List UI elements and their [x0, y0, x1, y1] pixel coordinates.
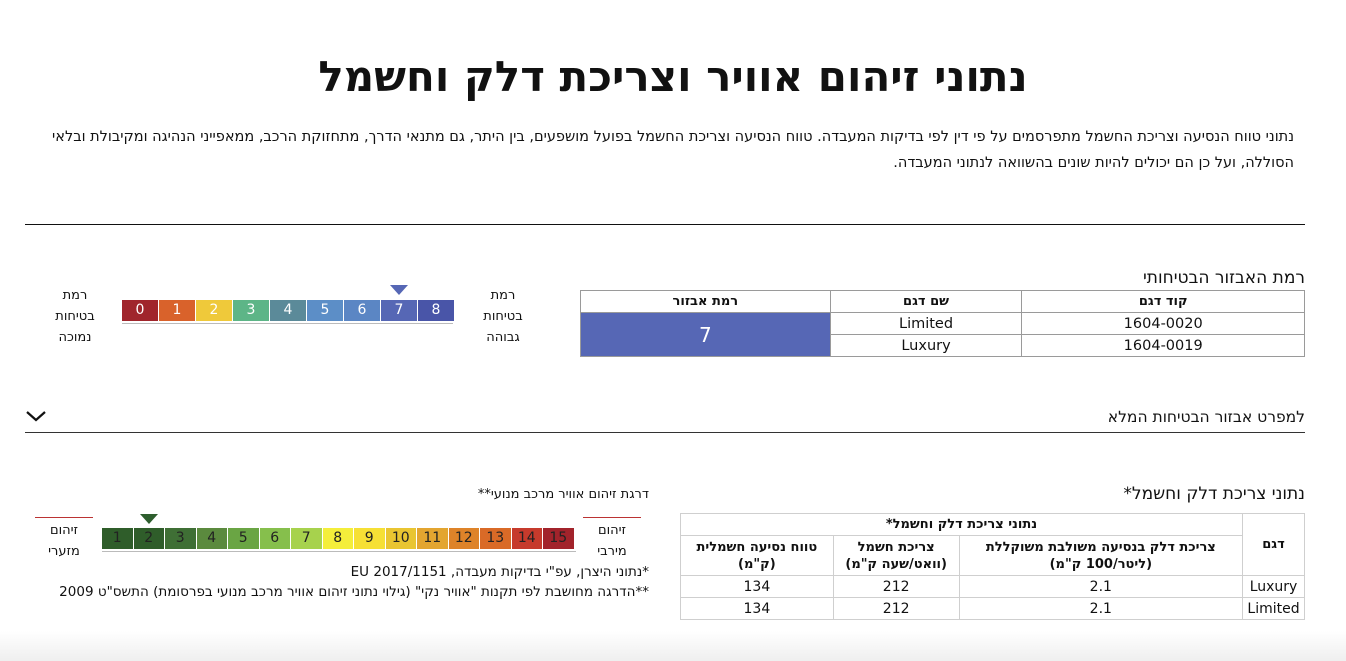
- footnote-manufacturer: *נתוני היצרן, עפ"י בדיקות מעבדה, EU 2017…: [350, 564, 649, 580]
- safety-scale-cell: 3: [233, 300, 269, 321]
- pollution-scale-cell: 14: [511, 528, 542, 549]
- model-code: 1604-0019: [1021, 334, 1305, 357]
- header-model-name: שם דגם: [829, 290, 1023, 313]
- model-name: Limited: [1242, 597, 1305, 620]
- fuel-heading: נתוני צריכת דלק וחשמל*: [1123, 484, 1305, 504]
- header-group: נתוני צריכת דלק וחשמל*: [679, 513, 1244, 536]
- safety-scale-cell: 6: [344, 300, 380, 321]
- header-electric-consumption: צריכת חשמל (וואט/שעה ק"מ): [832, 535, 960, 576]
- triangle-pointer-icon: [139, 514, 158, 524]
- low-safety-label: רמת בטיחות נמוכה: [55, 288, 95, 345]
- pollution-scale-cell: 8: [322, 528, 353, 549]
- pollution-scale-cell: 4: [196, 528, 227, 549]
- fuel-table: דגם נתוני צריכת דלק וחשמל* צריכת דלק בנס…: [679, 513, 1305, 620]
- fuel-consumption: 2.1: [958, 597, 1244, 620]
- safety-scale-cell: 2: [196, 300, 232, 321]
- triangle-pointer-icon: [390, 285, 408, 295]
- table-header-row: צריכת דלק בנסיעה משולבת משוקללת (ליטר/10…: [680, 535, 1305, 576]
- safety-details-toggle[interactable]: למפרט אבזור הבטיחות המלא: [25, 406, 1305, 433]
- electric-consumption: 212: [832, 575, 960, 598]
- pollution-scale-cell: 3: [165, 528, 196, 549]
- pollution-scale-cell: 10: [385, 528, 416, 549]
- pollution-scale-cell: 11: [417, 528, 448, 549]
- min-pollution-label: זיהום מזערי: [35, 517, 93, 562]
- safety-level-value: 7: [580, 312, 831, 357]
- pollution-scale: 1 2 3 4 5 6 7 8 9 10 11 12 13 14 15: [102, 528, 575, 549]
- electric-range: 134: [680, 597, 834, 620]
- max-pollution-label: זיהום מירבי: [583, 517, 641, 562]
- page-title: נתוני זיהום אוויר וצריכת דלק וחשמל: [318, 52, 1028, 101]
- high-safety-label: רמת בטיחות גבוהה: [483, 288, 523, 345]
- pollution-title: דרגת זיהום אוויר מרכב מנועי**: [477, 487, 649, 502]
- table-row: 1604-0020 Limited 7: [580, 312, 1305, 357]
- safety-table: קוד דגם שם דגם רמת אבזור 1604-0020 Limit…: [580, 290, 1305, 357]
- footnotes: *נתוני היצרן, עפ"י בדיקות מעבדה, EU 2017…: [29, 562, 649, 602]
- safety-scale-cell: 0: [122, 300, 158, 321]
- intro-text: נתוני טווח הנסיעה וצריכת החשמל מתפרסמים …: [52, 129, 1294, 171]
- model-code: 1604-0020: [1021, 312, 1305, 335]
- page-bottom-fade: [0, 631, 1346, 661]
- scale-baseline: [102, 551, 576, 552]
- header-model: דגם: [1242, 513, 1305, 576]
- pollution-scale-cell: 13: [480, 528, 511, 549]
- model-name: Limited: [829, 312, 1023, 335]
- header-fuel-consumption: צריכת דלק בנסיעה משולבת משוקללת (ליטר/10…: [958, 535, 1244, 576]
- fuel-consumption: 2.1: [958, 575, 1244, 598]
- section-divider: [25, 224, 1305, 225]
- header-electric-range: טווח נסיעה חשמלית (ק"מ): [680, 535, 834, 576]
- electric-range: 134: [680, 575, 834, 598]
- safety-heading: רמת האבזור הבטיחותי: [1142, 268, 1305, 288]
- header-safety-level: רמת אבזור: [580, 290, 831, 313]
- table-row: 1604-0019 Luxury: [581, 334, 1305, 357]
- pollution-scale-cell: 12: [448, 528, 479, 549]
- safety-scale-cell: 5: [307, 300, 343, 321]
- safety-scale-cell: 4: [270, 300, 306, 321]
- pollution-scale-cell: 15: [543, 528, 574, 549]
- model-name: Luxury: [1242, 575, 1305, 598]
- pollution-scale-cell: 2: [133, 528, 164, 549]
- table-header-row: דגם נתוני צריכת דלק וחשמל*: [679, 513, 1305, 576]
- safety-scale-cell: 7: [381, 300, 417, 321]
- table-header-row: קוד דגם שם דגם רמת אבזור: [580, 290, 1305, 313]
- pollution-scale-cell: 9: [354, 528, 385, 549]
- pollution-scale-cell: 6: [259, 528, 290, 549]
- pollution-scale-cell: 5: [228, 528, 259, 549]
- table-row: Limited 2.1 212 134: [680, 597, 1305, 620]
- electric-consumption: 212: [832, 597, 960, 620]
- footnote-clean-air: **הדרגה מחושבת לפי תקנות "אוויר נקי" (גי…: [59, 584, 649, 600]
- table-row: Luxury 2.1 212 134: [680, 575, 1305, 598]
- model-name: Luxury: [829, 334, 1023, 357]
- header-model-code: קוד דגם: [1021, 290, 1305, 313]
- chevron-down-icon[interactable]: [25, 406, 47, 426]
- scale-baseline: [122, 323, 453, 324]
- pollution-scale-cell: 7: [291, 528, 322, 549]
- safety-scale-cell: 1: [159, 300, 195, 321]
- safety-scale-cell: 8: [418, 300, 454, 321]
- safety-details-label: למפרט אבזור הבטיחות המלא: [1107, 408, 1305, 426]
- pollution-scale-cell: 1: [102, 528, 133, 549]
